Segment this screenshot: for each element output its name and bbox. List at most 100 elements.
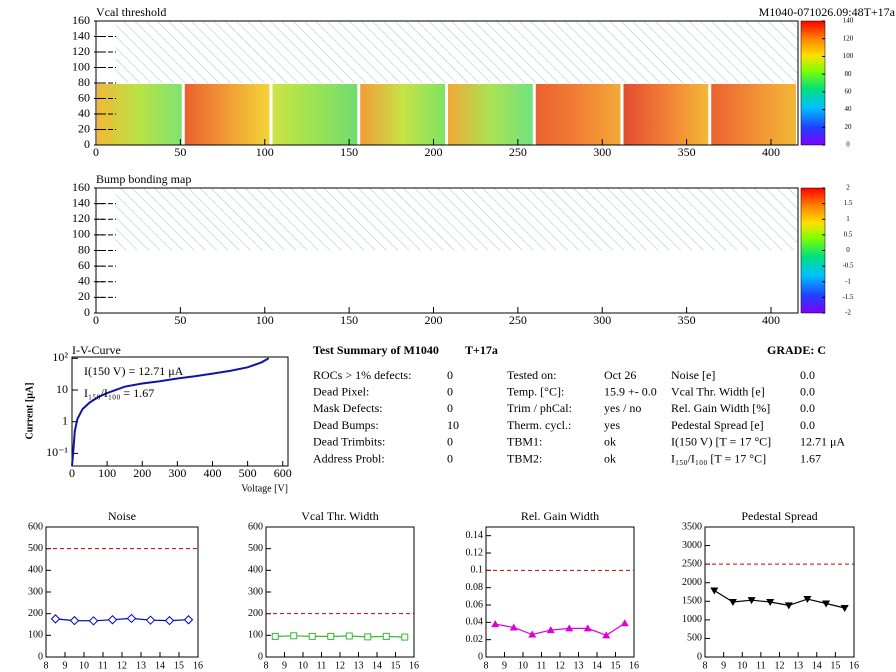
x-tick-label: 11 bbox=[537, 660, 547, 671]
y-tick-label: 80 bbox=[78, 242, 90, 256]
plot-frame bbox=[71, 356, 289, 467]
y-tick-label: 100 bbox=[248, 630, 263, 641]
z-tick-label: -1.5 bbox=[842, 293, 854, 301]
y-tick-label: 200 bbox=[28, 608, 43, 619]
summary-value: 12.71 μA bbox=[800, 435, 845, 449]
summary-value: 0 bbox=[447, 384, 453, 398]
x-tick-label: 9 bbox=[63, 660, 68, 671]
x-tick-label: 10 bbox=[737, 660, 747, 671]
iv-annotation: I₁₅₀/I₁₀₀ = 1.67 bbox=[84, 386, 154, 400]
point bbox=[528, 630, 537, 638]
point bbox=[565, 624, 574, 632]
y-tick-label: 0 bbox=[478, 651, 483, 662]
x-tick-label: 600 bbox=[274, 466, 292, 480]
summary-label: ROCs > 1% defects: bbox=[313, 368, 411, 382]
summary-label: TBM2: bbox=[507, 451, 542, 465]
y-tick-label: 10² bbox=[52, 350, 68, 364]
summary-label: Address Probl: bbox=[313, 451, 385, 465]
x-tick-label: 300 bbox=[593, 313, 611, 327]
roc-block bbox=[623, 84, 709, 145]
roc-block bbox=[535, 84, 621, 145]
y-tick-label: 0.04 bbox=[466, 617, 484, 628]
z-tick-label: 140 bbox=[843, 17, 854, 25]
summary-label: Dead Pixel: bbox=[313, 384, 369, 398]
x-tick-label: 100 bbox=[256, 313, 274, 327]
y-tick-label: 0 bbox=[258, 651, 263, 662]
masked-region bbox=[115, 188, 798, 251]
y-tick-label: 300 bbox=[248, 586, 263, 597]
x-tick-label: 16 bbox=[409, 660, 419, 671]
x-tick-label: 200 bbox=[425, 313, 443, 327]
iv-title: I-V-Curve bbox=[72, 343, 121, 357]
x-tick-label: 10 bbox=[518, 660, 528, 671]
summary-label: TBM1: bbox=[507, 435, 542, 449]
y-tick-label: 600 bbox=[248, 521, 263, 532]
x-tick-label: 16 bbox=[629, 660, 639, 671]
y-tick-label: 0.12 bbox=[466, 547, 484, 558]
point bbox=[509, 623, 518, 631]
y-tick-label: 1000 bbox=[682, 614, 702, 625]
plot-frame bbox=[265, 526, 415, 658]
z-tick-label: 120 bbox=[843, 34, 854, 42]
y-tick-label: 600 bbox=[28, 521, 43, 532]
summary-label: Trim / phCal: bbox=[507, 401, 572, 415]
roc-block bbox=[272, 84, 358, 145]
y-tick-label: 500 bbox=[28, 543, 43, 554]
x-tick-label: 0 bbox=[93, 145, 99, 159]
y-tick-label: 40 bbox=[78, 274, 90, 288]
point bbox=[290, 632, 298, 640]
z-tick-label: 1 bbox=[846, 215, 850, 223]
x-axis-label: Voltage [V] bbox=[241, 483, 288, 494]
y-tick-label: 400 bbox=[28, 565, 43, 576]
x-tick-label: 13 bbox=[354, 660, 364, 671]
y-tick-label: 160 bbox=[72, 13, 90, 27]
point bbox=[50, 614, 61, 624]
point bbox=[784, 602, 793, 610]
z-tick-label: 0 bbox=[846, 141, 850, 149]
x-tick-label: 200 bbox=[425, 145, 443, 159]
x-tick-label: 13 bbox=[793, 660, 803, 671]
x-tick-label: 12 bbox=[775, 660, 785, 671]
y-tick-label: 200 bbox=[248, 608, 263, 619]
y-tick-label: 1 bbox=[62, 413, 68, 427]
point bbox=[546, 626, 555, 634]
chart-title: Rel. Gain Width bbox=[521, 509, 599, 523]
series-line bbox=[713, 589, 845, 609]
x-tick-label: 11 bbox=[98, 660, 108, 671]
summary-value: 0.0 bbox=[800, 384, 815, 398]
y-tick-label: 100 bbox=[28, 630, 43, 641]
summary-value: Oct 26 bbox=[604, 368, 636, 382]
y-tick-label: 140 bbox=[72, 28, 90, 42]
summary-label: Dead Trimbits: bbox=[313, 435, 385, 449]
x-tick-label: 13 bbox=[136, 660, 146, 671]
summary-label: I(150 V) [T = 17 °C] bbox=[671, 435, 771, 449]
grade: GRADE: C bbox=[767, 343, 826, 357]
x-tick-label: 0 bbox=[93, 313, 99, 327]
x-tick-label: 13 bbox=[574, 660, 584, 671]
y-tick-label: 100 bbox=[72, 227, 90, 241]
point bbox=[164, 615, 175, 626]
summary-label: Noise [e] bbox=[671, 368, 715, 382]
x-tick-label: 8 bbox=[264, 660, 269, 671]
y-tick-label: 60 bbox=[78, 258, 90, 272]
x-tick-label: 15 bbox=[611, 660, 621, 671]
y-tick-label: 120 bbox=[72, 211, 90, 225]
y-tick-label: 120 bbox=[72, 44, 90, 58]
series-line bbox=[495, 622, 626, 636]
summary-value: 15.9 +- 0.0 bbox=[604, 384, 657, 398]
x-tick-label: 14 bbox=[592, 660, 602, 671]
x-tick-label: 11 bbox=[756, 660, 766, 671]
summary-value: 1.67 bbox=[800, 451, 821, 465]
chart-title: Vcal Thr. Width bbox=[301, 509, 378, 523]
y-tick-label: 0 bbox=[84, 305, 90, 319]
map-title: Vcal threshold bbox=[96, 5, 166, 19]
y-tick-label: 20 bbox=[78, 289, 90, 303]
x-tick-label: 16 bbox=[193, 660, 203, 671]
summary-value: 0.0 bbox=[800, 418, 815, 432]
x-tick-label: 400 bbox=[762, 313, 780, 327]
x-tick-label: 300 bbox=[593, 145, 611, 159]
x-tick-label: 150 bbox=[340, 145, 358, 159]
iv-line bbox=[71, 357, 270, 467]
y-tick-label: 0 bbox=[697, 651, 702, 662]
x-tick-label: 250 bbox=[509, 313, 527, 327]
